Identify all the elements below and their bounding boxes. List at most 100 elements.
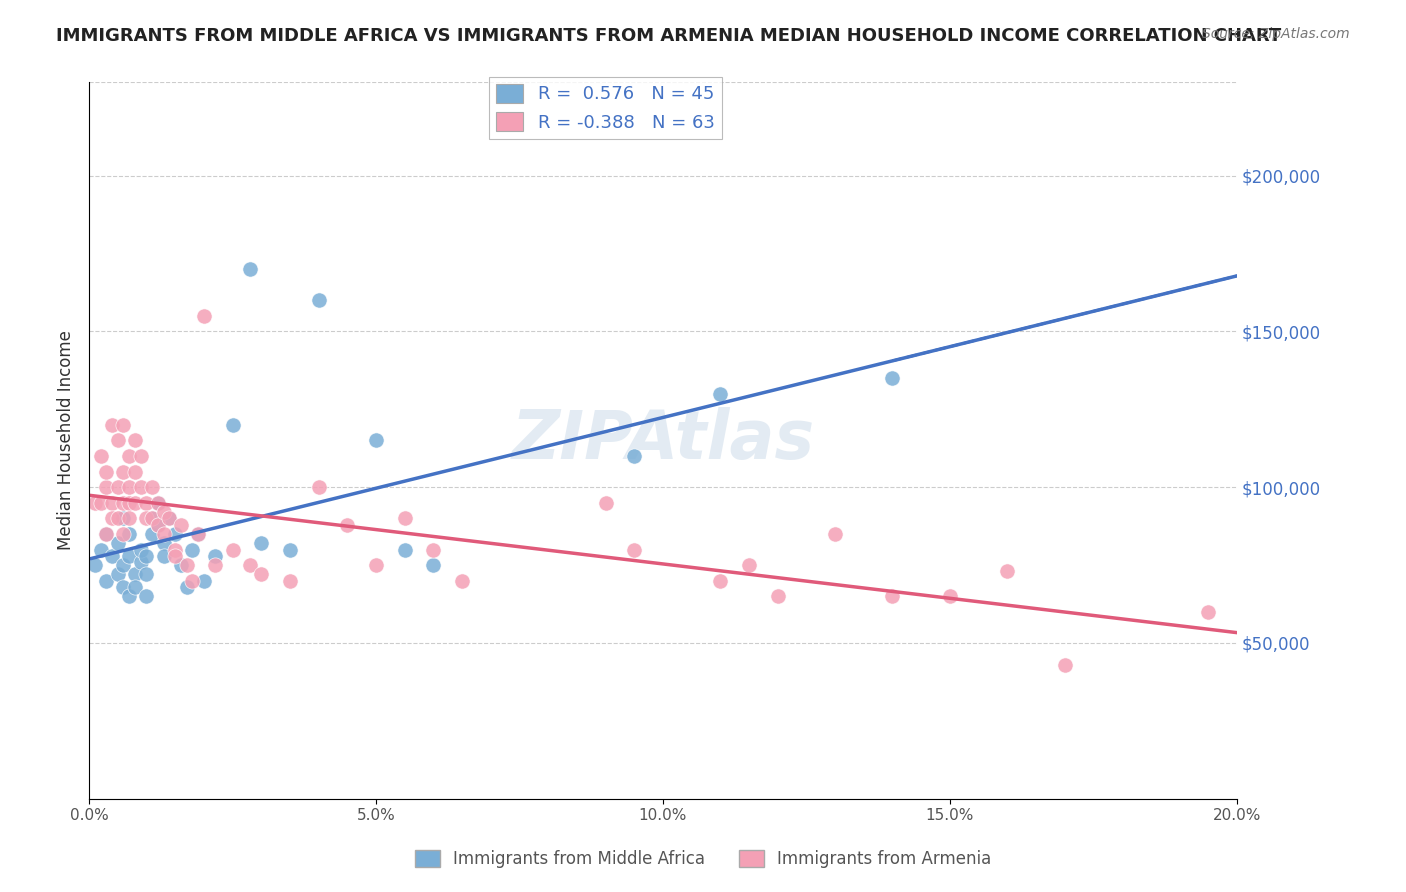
- Point: [135, 567, 157, 582]
- Point: [124, 496, 146, 510]
- Point: [146, 517, 169, 532]
- Legend: Immigrants from Middle Africa, Immigrants from Armenia: Immigrants from Middle Africa, Immigrant…: [408, 843, 998, 875]
- Point: [204, 558, 226, 572]
- Point: [308, 293, 330, 308]
- Point: [107, 536, 129, 550]
- Point: [181, 542, 204, 557]
- Point: [157, 511, 180, 525]
- Point: [1053, 657, 1076, 672]
- Point: [422, 558, 444, 572]
- Point: [939, 589, 962, 603]
- Point: [124, 567, 146, 582]
- Text: ZIPAtlas: ZIPAtlas: [512, 408, 814, 474]
- Point: [193, 309, 215, 323]
- Point: [181, 574, 204, 588]
- Point: [118, 549, 141, 563]
- Point: [882, 371, 904, 385]
- Point: [278, 542, 301, 557]
- Text: IMMIGRANTS FROM MIDDLE AFRICA VS IMMIGRANTS FROM ARMENIA MEDIAN HOUSEHOLD INCOME: IMMIGRANTS FROM MIDDLE AFRICA VS IMMIGRA…: [56, 27, 1281, 45]
- Point: [112, 511, 135, 525]
- Point: [394, 542, 416, 557]
- Point: [738, 558, 761, 572]
- Point: [141, 527, 163, 541]
- Point: [187, 527, 209, 541]
- Point: [239, 262, 262, 277]
- Point: [221, 542, 243, 557]
- Point: [176, 558, 198, 572]
- Point: [124, 580, 146, 594]
- Point: [882, 589, 904, 603]
- Point: [135, 549, 157, 563]
- Point: [118, 511, 141, 525]
- Point: [96, 574, 118, 588]
- Point: [170, 558, 193, 572]
- Point: [250, 567, 273, 582]
- Point: [146, 517, 169, 532]
- Point: [176, 580, 198, 594]
- Point: [595, 496, 617, 510]
- Point: [129, 555, 152, 569]
- Point: [112, 558, 135, 572]
- Point: [101, 511, 124, 525]
- Point: [165, 549, 187, 563]
- Point: [709, 386, 731, 401]
- Point: [146, 496, 169, 510]
- Point: [107, 480, 129, 494]
- Point: [165, 542, 187, 557]
- Point: [239, 558, 262, 572]
- Point: [766, 589, 789, 603]
- Point: [96, 527, 118, 541]
- Point: [250, 536, 273, 550]
- Point: [141, 511, 163, 525]
- Point: [221, 417, 243, 432]
- Point: [90, 449, 112, 463]
- Point: [101, 549, 124, 563]
- Point: [141, 511, 163, 525]
- Point: [112, 527, 135, 541]
- Point: [83, 558, 105, 572]
- Point: [170, 517, 193, 532]
- Point: [135, 589, 157, 603]
- Point: [107, 434, 129, 448]
- Legend: R =  0.576   N = 45, R = -0.388   N = 63: R = 0.576 N = 45, R = -0.388 N = 63: [489, 77, 721, 139]
- Point: [394, 511, 416, 525]
- Point: [141, 480, 163, 494]
- Point: [623, 449, 645, 463]
- Point: [152, 549, 174, 563]
- Point: [129, 449, 152, 463]
- Point: [112, 417, 135, 432]
- Point: [118, 589, 141, 603]
- Point: [112, 465, 135, 479]
- Point: [336, 517, 359, 532]
- Point: [157, 511, 180, 525]
- Point: [152, 536, 174, 550]
- Point: [112, 496, 135, 510]
- Point: [118, 496, 141, 510]
- Point: [101, 417, 124, 432]
- Point: [364, 558, 387, 572]
- Point: [96, 480, 118, 494]
- Point: [187, 527, 209, 541]
- Y-axis label: Median Household Income: Median Household Income: [58, 331, 75, 550]
- Point: [96, 465, 118, 479]
- Point: [422, 542, 444, 557]
- Point: [709, 574, 731, 588]
- Point: [118, 449, 141, 463]
- Point: [107, 511, 129, 525]
- Point: [451, 574, 474, 588]
- Point: [135, 496, 157, 510]
- Point: [824, 527, 846, 541]
- Point: [364, 434, 387, 448]
- Point: [107, 567, 129, 582]
- Point: [146, 496, 169, 510]
- Point: [129, 480, 152, 494]
- Point: [152, 527, 174, 541]
- Point: [90, 496, 112, 510]
- Point: [204, 549, 226, 563]
- Point: [124, 434, 146, 448]
- Text: Source: ZipAtlas.com: Source: ZipAtlas.com: [1202, 27, 1350, 41]
- Point: [995, 564, 1018, 578]
- Point: [101, 496, 124, 510]
- Point: [278, 574, 301, 588]
- Point: [193, 574, 215, 588]
